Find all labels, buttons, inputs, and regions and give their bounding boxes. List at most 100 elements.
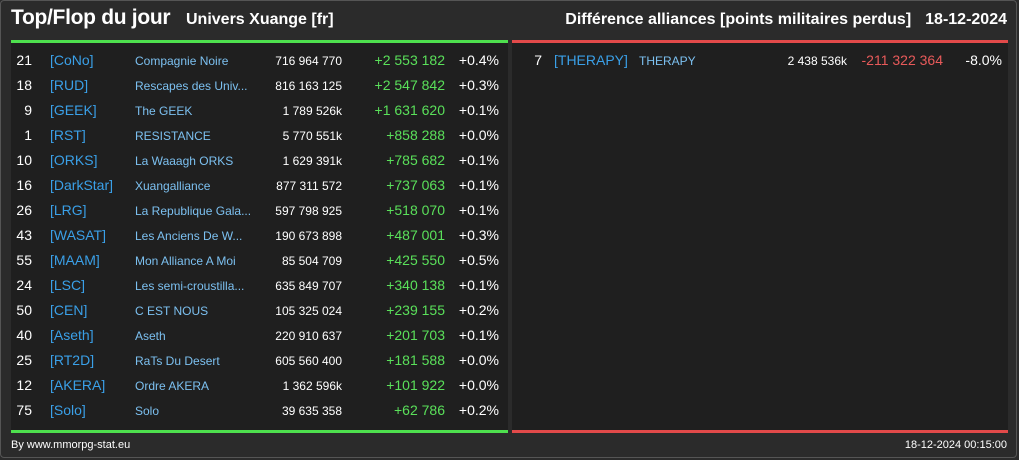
diff-cell: +62 786 bbox=[394, 402, 445, 418]
percent-cell: +0.1% bbox=[458, 177, 499, 193]
table-row: 26 [LRG] La Republique Gala... 597 798 925 +… bbox=[11, 199, 508, 224]
points-cell: 597 798 925 bbox=[275, 204, 342, 218]
table-row: 25 [RT2D] RaTs Du Desert 605 560 400 +181 58… bbox=[11, 349, 508, 374]
alliance-name-link[interactable]: Mon Alliance A Moi bbox=[135, 254, 236, 268]
rank-cell: 12 bbox=[16, 377, 32, 393]
diff-cell: +737 063 bbox=[386, 177, 445, 193]
alliance-name-link[interactable]: Xuangalliance bbox=[135, 179, 211, 193]
alliance-tag-link[interactable]: [RT2D] bbox=[50, 352, 95, 368]
alliance-name-link[interactable]: Compagnie Noire bbox=[135, 54, 229, 68]
alliance-tag-link[interactable]: [Aseth] bbox=[50, 327, 94, 343]
percent-cell: +0.4% bbox=[458, 52, 499, 68]
alliance-tag-link[interactable]: [GEEK] bbox=[50, 102, 97, 118]
header-date: 18-12-2024 bbox=[925, 11, 1007, 28]
alliance-name-link[interactable]: Aseth bbox=[135, 329, 166, 343]
points-cell: 5 770 551k bbox=[282, 129, 342, 143]
diff-cell: +425 550 bbox=[386, 252, 445, 268]
rank-cell: 7 bbox=[534, 52, 542, 68]
percent-cell: +0.1% bbox=[458, 202, 499, 218]
percent-cell: +0.3% bbox=[458, 77, 499, 93]
subtitle: Différence alliances [points militaires … bbox=[565, 11, 912, 28]
table-row: 43 [WASAT] Les Anciens De W... 190 673 898 +… bbox=[11, 224, 508, 249]
points-cell: 85 504 709 bbox=[281, 254, 342, 268]
alliance-tag-link[interactable]: [ORKS] bbox=[50, 152, 98, 168]
rank-cell: 55 bbox=[16, 252, 32, 268]
rank-cell: 24 bbox=[16, 277, 32, 293]
footer-source[interactable]: By www.mmorpg-stat.eu bbox=[11, 439, 131, 451]
rank-cell: 40 bbox=[16, 327, 32, 343]
percent-cell: +0.5% bbox=[458, 252, 499, 268]
alliance-tag-link[interactable]: [MAAM] bbox=[50, 252, 100, 268]
table-row: 9 [GEEK] The GEEK 1 789 526k +1 631 620 +0.1% bbox=[11, 99, 508, 124]
diff-cell: +201 703 bbox=[386, 327, 445, 343]
alliance-tag-link[interactable]: [Solo] bbox=[50, 402, 86, 418]
alliance-name-link[interactable]: Les semi-croustilla... bbox=[135, 279, 245, 293]
table-row: 50 [CEN] C EST NOUS 105 325 024 +239 155 +0.2… bbox=[11, 299, 508, 324]
rank-cell: 18 bbox=[16, 77, 32, 93]
diff-cell: -211 322 364 bbox=[861, 52, 943, 68]
alliance-tag-link[interactable]: [THERAPY] bbox=[554, 52, 628, 68]
table-row: 16 [DarkStar] Xuangalliance 877 311 572 +737… bbox=[11, 174, 508, 199]
alliance-name-link[interactable]: Rescapes des Univ... bbox=[135, 79, 248, 93]
alliance-name-link[interactable]: The GEEK bbox=[135, 104, 193, 118]
diff-cell: +785 682 bbox=[386, 152, 445, 168]
rank-cell: 10 bbox=[16, 152, 32, 168]
alliance-tag-link[interactable]: [LSC] bbox=[50, 277, 86, 293]
table-row: 75 [Solo] Solo 39 635 358 +62 786 +0.2% bbox=[11, 399, 508, 424]
rank-cell: 9 bbox=[24, 102, 32, 118]
table-row: 10 [ORKS] La Waaagh ORKS 1 629 391k +785 682… bbox=[11, 149, 508, 174]
points-cell: 220 910 637 bbox=[275, 329, 342, 343]
alliance-tag-link[interactable]: [DarkStar] bbox=[50, 177, 114, 193]
table-row: 12 [AKERA] Ordre AKERA 1 362 596k +101 922 +0… bbox=[11, 374, 508, 399]
alliance-name-link[interactable]: RaTs Du Desert bbox=[135, 354, 220, 368]
points-cell: 1 362 596k bbox=[282, 379, 342, 393]
alliance-name-link[interactable]: Les Anciens De W... bbox=[135, 229, 243, 243]
alliance-tag-link[interactable]: [CoNo] bbox=[50, 52, 94, 68]
alliance-tag-link[interactable]: [RUD] bbox=[50, 77, 89, 93]
rank-cell: 25 bbox=[16, 352, 32, 368]
alliance-name-link[interactable]: THERAPY bbox=[639, 54, 696, 68]
diff-cell: +181 588 bbox=[386, 352, 445, 368]
table-row: 18 [RUD] Rescapes des Univ... 816 163 125 +2… bbox=[11, 74, 508, 99]
table-row: 24 [LSC] Les semi-croustilla... 635 849 707… bbox=[11, 274, 508, 299]
diff-cell: +2 553 182 bbox=[374, 52, 445, 68]
alliance-tag-link[interactable]: [WASAT] bbox=[50, 227, 106, 243]
rank-cell: 26 bbox=[16, 202, 32, 218]
alliance-name-link[interactable]: Solo bbox=[135, 404, 160, 418]
diff-cell: +239 155 bbox=[386, 302, 445, 318]
alliance-name-link[interactable]: La Waaagh ORKS bbox=[135, 154, 234, 168]
alliance-name-link[interactable]: Ordre AKERA bbox=[135, 379, 210, 393]
top-panel: 21 [CoNo] Compagnie Noire 716 964 770 +2 553… bbox=[11, 40, 508, 433]
points-cell: 190 673 898 bbox=[275, 229, 342, 243]
percent-cell: +0.1% bbox=[458, 277, 499, 293]
diff-cell: +487 001 bbox=[386, 227, 445, 243]
percent-cell: +0.1% bbox=[458, 327, 499, 343]
table-row: 21 [CoNo] Compagnie Noire 716 964 770 +2 553… bbox=[11, 49, 508, 74]
points-cell: 716 964 770 bbox=[275, 54, 342, 68]
alliance-name-link[interactable]: C EST NOUS bbox=[135, 304, 209, 318]
alliance-name-link[interactable]: La Republique Gala... bbox=[135, 204, 252, 218]
alliance-tag-link[interactable]: [LRG] bbox=[50, 202, 87, 218]
rank-cell: 43 bbox=[16, 227, 32, 243]
alliance-tag-link[interactable]: [AKERA] bbox=[50, 377, 106, 393]
percent-cell: +0.1% bbox=[458, 152, 499, 168]
points-cell: 605 560 400 bbox=[275, 354, 342, 368]
percent-cell: +0.3% bbox=[458, 227, 499, 243]
table-row: 40 [Aseth] Aseth 220 910 637 +201 703 +0.1% bbox=[11, 324, 508, 349]
points-cell: 1 629 391k bbox=[282, 154, 342, 168]
points-cell: 877 311 572 bbox=[276, 179, 342, 193]
alliance-tag-link[interactable]: [CEN] bbox=[50, 302, 88, 318]
percent-cell: +0.2% bbox=[458, 302, 499, 318]
points-cell: 2 438 536k bbox=[787, 54, 847, 68]
percent-cell: -8.0% bbox=[965, 52, 1002, 68]
diff-cell: +340 138 bbox=[386, 277, 445, 293]
table-row: 55 [MAAM] Mon Alliance A Moi 85 504 709 +425… bbox=[11, 249, 508, 274]
header-right: Différence alliances [points militaires … bbox=[565, 11, 1007, 29]
alliance-tag-link[interactable]: [RST] bbox=[50, 127, 86, 143]
diff-cell: +1 631 620 bbox=[374, 102, 445, 118]
rank-cell: 1 bbox=[24, 127, 32, 143]
percent-cell: +0.2% bbox=[458, 402, 499, 418]
alliance-name-link[interactable]: RESISTANCE bbox=[135, 129, 211, 143]
rank-cell: 16 bbox=[16, 177, 32, 193]
